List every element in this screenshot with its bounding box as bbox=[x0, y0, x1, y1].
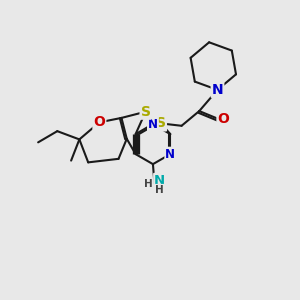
Text: O: O bbox=[94, 115, 105, 129]
Text: S: S bbox=[156, 116, 166, 130]
Text: H: H bbox=[155, 185, 164, 195]
Text: N: N bbox=[154, 174, 165, 187]
Text: N: N bbox=[212, 83, 223, 97]
Text: N: N bbox=[148, 118, 158, 130]
Text: S: S bbox=[141, 105, 151, 119]
Text: H: H bbox=[144, 179, 152, 190]
Text: N: N bbox=[165, 148, 175, 160]
Text: O: O bbox=[218, 112, 229, 126]
